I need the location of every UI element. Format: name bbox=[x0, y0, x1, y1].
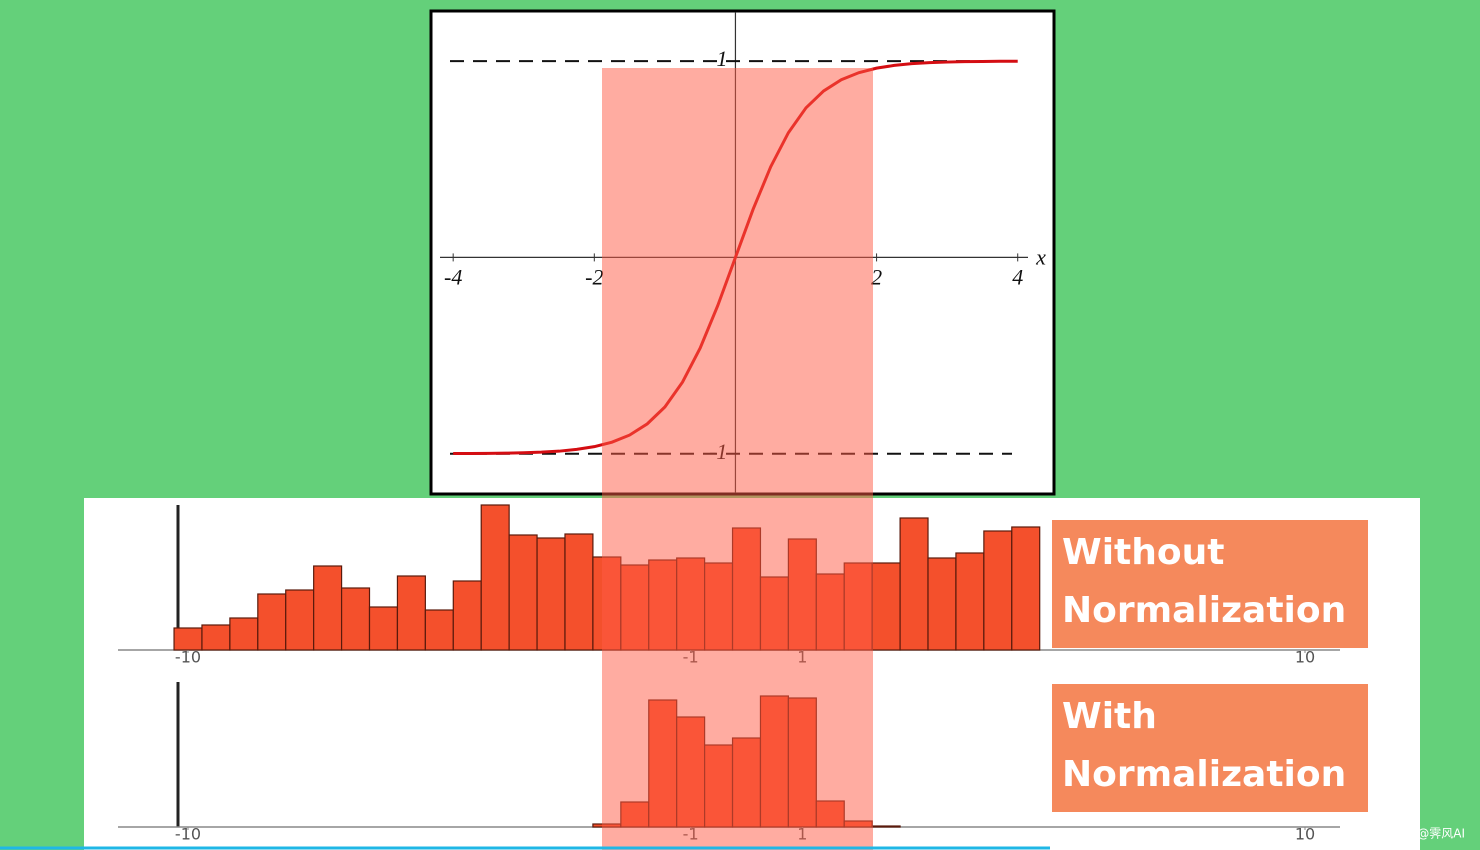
bar bbox=[899, 517, 929, 651]
x-axis-label: x bbox=[1035, 244, 1046, 269]
annotation-box bbox=[1052, 520, 1368, 648]
bar bbox=[983, 530, 1013, 651]
x-tick-label: -4 bbox=[444, 264, 462, 289]
watermark: CSDN @霁风AI bbox=[1379, 827, 1465, 841]
annotation: Without Normalization bbox=[1062, 532, 1346, 631]
highlight-band bbox=[602, 68, 873, 850]
bar bbox=[508, 534, 538, 651]
x-tick-label: -2 bbox=[585, 264, 603, 289]
x-tick-label: 2 bbox=[871, 264, 882, 289]
bar bbox=[871, 825, 901, 828]
annotation: With Normalization bbox=[1062, 696, 1346, 795]
bar bbox=[285, 589, 315, 651]
x-tick-label: -10 bbox=[175, 825, 201, 844]
overlays: Without Normalization With Normalization bbox=[1052, 520, 1368, 812]
bar bbox=[201, 624, 231, 651]
x-tick-label: 10 bbox=[1295, 825, 1315, 844]
y-tick-label: 1 bbox=[716, 46, 727, 71]
x-tick-label: 4 bbox=[1012, 264, 1023, 289]
bar bbox=[536, 537, 566, 651]
bar bbox=[452, 580, 482, 651]
bar bbox=[396, 575, 426, 651]
bar bbox=[955, 552, 985, 651]
bar bbox=[871, 562, 901, 651]
bar bbox=[340, 587, 371, 651]
x-tick-label: -10 bbox=[175, 648, 201, 667]
bar bbox=[480, 504, 510, 651]
bar bbox=[257, 593, 287, 651]
bar bbox=[1011, 526, 1041, 651]
bar bbox=[564, 533, 594, 651]
bar bbox=[927, 557, 957, 651]
bar bbox=[229, 617, 259, 651]
annotation-box bbox=[1052, 684, 1368, 812]
bar bbox=[368, 606, 399, 651]
bar bbox=[313, 565, 343, 651]
bar bbox=[424, 609, 454, 651]
x-tick-label: 10 bbox=[1295, 648, 1315, 667]
